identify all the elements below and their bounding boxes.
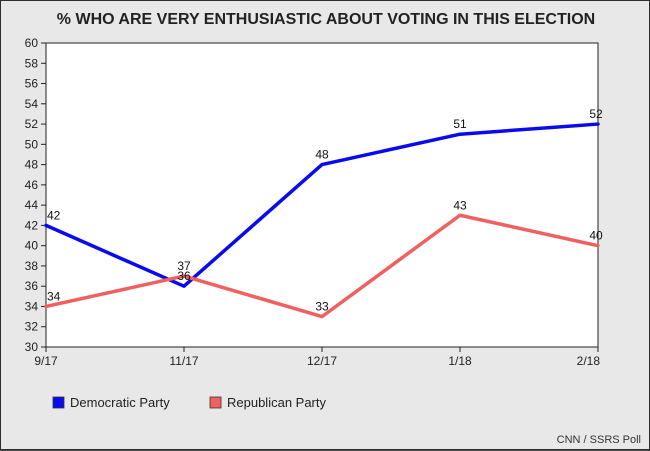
plot-area — [45, 42, 599, 348]
y-tick-label: 46 — [25, 178, 39, 192]
y-tick-label: 52 — [25, 117, 39, 131]
y-tick-label: 30 — [25, 340, 39, 354]
y-tick-label: 42 — [25, 218, 39, 232]
y-tick-label: 32 — [25, 320, 39, 334]
data-labels: 42 36 48 51 52 34 37 33 43 40 — [47, 107, 603, 314]
x-tick-label: 12/17 — [307, 354, 337, 368]
x-tick-label: 2/18 — [577, 354, 601, 368]
legend: Democratic Party Republican Party — [52, 395, 326, 410]
data-label: 42 — [47, 208, 61, 222]
data-label: 48 — [315, 148, 329, 162]
y-tick-label: 50 — [25, 137, 39, 151]
y-tick-label: 40 — [25, 239, 39, 253]
data-label: 34 — [47, 289, 61, 303]
data-label: 52 — [589, 107, 603, 121]
data-label: 43 — [453, 198, 467, 212]
y-axis: 30 32 34 36 38 40 42 44 46 48 50 52 54 56 58 60 — [25, 36, 46, 354]
data-label: 33 — [315, 300, 329, 314]
y-tick-label: 58 — [25, 56, 39, 70]
y-tick-label: 56 — [25, 77, 39, 91]
series-line-1 — [44, 213, 600, 319]
x-tick-label: 1/18 — [448, 354, 472, 368]
chart-title: % WHO ARE VERY ENTHUSIASTIC ABOUT VOTING… — [57, 11, 595, 28]
data-label: 51 — [453, 117, 467, 131]
y-tick-label: 54 — [25, 97, 39, 111]
y-tick-label: 44 — [25, 198, 39, 212]
legend-label: Democratic Party — [70, 395, 170, 410]
legend-label: Republican Party — [227, 395, 326, 410]
data-label: 37 — [177, 259, 191, 273]
legend-swatch — [209, 396, 222, 409]
series-line-0 — [44, 122, 600, 288]
y-tick-label: 36 — [25, 279, 39, 293]
data-label: 40 — [589, 229, 603, 243]
y-tick-label: 38 — [25, 259, 39, 273]
y-tick-label: 60 — [25, 36, 39, 50]
y-tick-label: 34 — [25, 299, 39, 313]
data-label: 36 — [177, 269, 191, 283]
x-axis: 9/17 11/17 12/17 1/18 2/18 — [34, 347, 600, 368]
source-note: CNN / SSRS Poll — [557, 434, 641, 446]
y-tick-label: 48 — [25, 158, 39, 172]
x-tick-label: 9/17 — [34, 354, 58, 368]
x-tick-label: 11/17 — [169, 354, 198, 368]
series-layer — [44, 122, 600, 319]
legend-swatch — [52, 396, 65, 409]
